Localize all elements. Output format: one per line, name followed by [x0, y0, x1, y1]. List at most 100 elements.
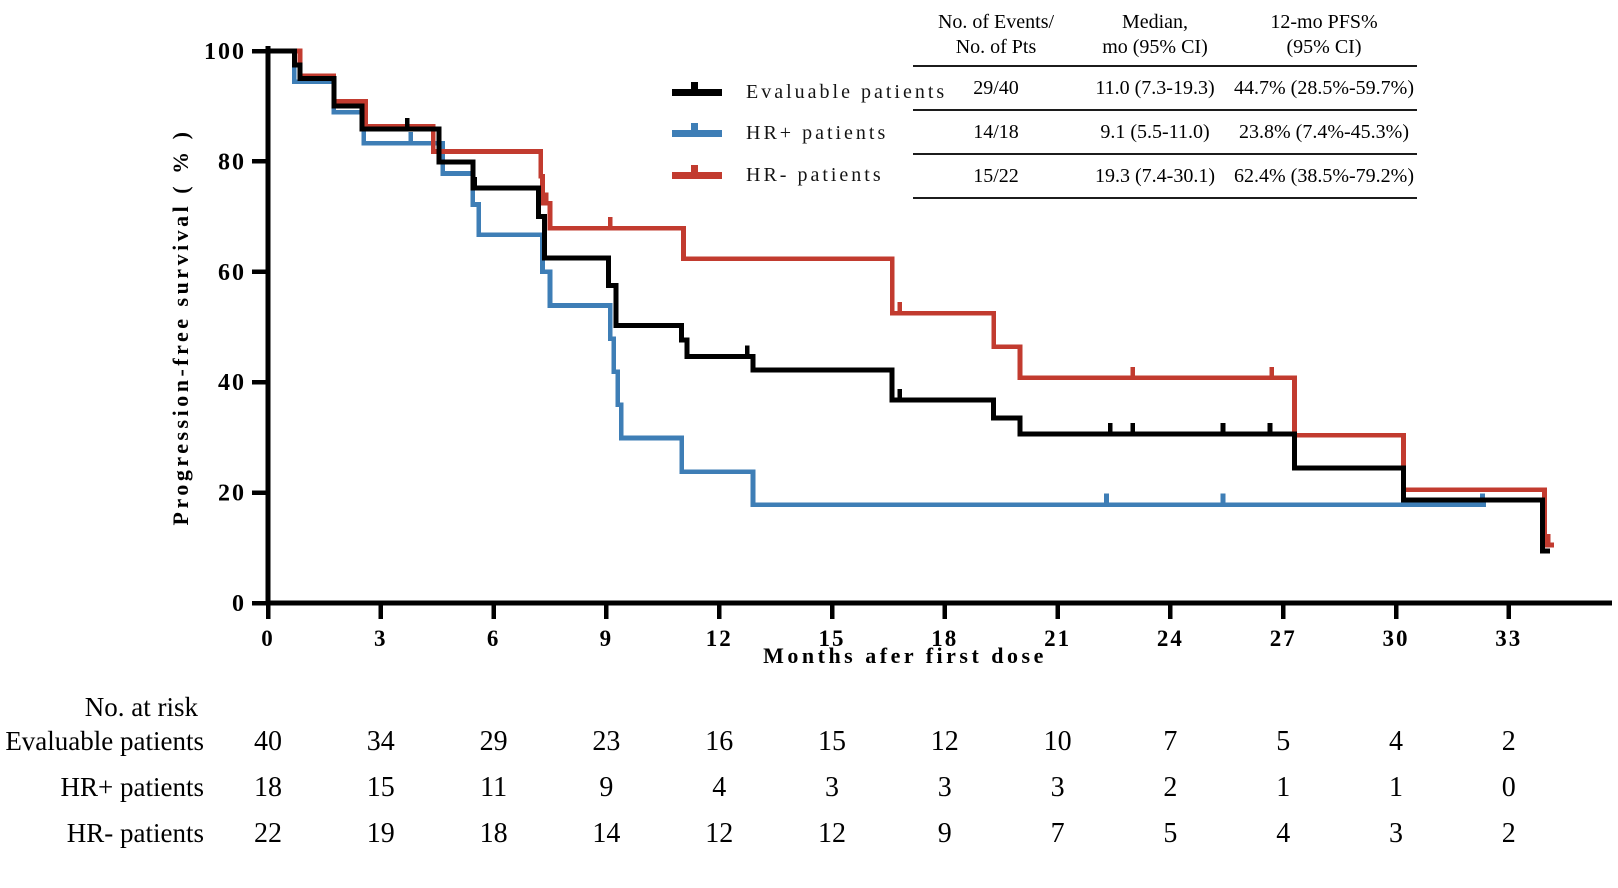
survival-step-line [268, 48, 1551, 554]
cell-events-hr-neg: 15/22 [913, 154, 1079, 199]
header-pfs-line1: 12-mo PFS% [1270, 11, 1378, 33]
at-risk-value: 2 [1501, 726, 1516, 757]
x-tick-label: 6 [487, 626, 501, 651]
summary-row-hr-pos: 14/18 9.1 (5.5-11.0) 23.8% (7.4%-45.3%) [913, 110, 1417, 155]
at-risk-value: 4 [1389, 726, 1403, 757]
x-tick-label: 21 [1044, 626, 1071, 651]
y-tick-label: 20 [218, 481, 246, 507]
at-risk-value: 14 [592, 818, 621, 849]
at-risk-value: 15 [366, 772, 395, 803]
at-risk-value: 3 [825, 772, 839, 803]
at-risk-value: 7 [1050, 818, 1065, 849]
summary-header-pfs: 12-mo PFS% (95% CI) [1231, 10, 1417, 67]
at-risk-value: 3 [937, 772, 952, 803]
legend-line-evaluable [672, 81, 722, 96]
at-risk-value: 3 [1389, 818, 1403, 849]
survival-step-line [268, 48, 1554, 548]
at-risk-value: 0 [1501, 772, 1516, 803]
cell-median-hr-pos: 9.1 (5.5-11.0) [1079, 110, 1231, 155]
header-events-line2: No. of Pts [955, 36, 1037, 58]
at-risk-value: 40 [254, 726, 282, 757]
x-tick-label: 15 [819, 626, 846, 651]
legend-item-evaluable: Evaluable patients [672, 81, 947, 103]
summary-row-hr-neg: 15/22 19.3 (7.4-30.1) 62.4% (38.5%-79.2%… [913, 154, 1417, 199]
header-pfs-line2: (95% CI) [1286, 36, 1362, 58]
at-risk-value: 29 [479, 726, 508, 757]
x-tick-label: 3 [374, 626, 388, 651]
legend-item-hr-neg: HR- patients [672, 164, 884, 186]
at-risk-value: 1 [1276, 772, 1291, 803]
at-risk-value: 4 [1276, 818, 1291, 849]
at-risk-value: 22 [254, 818, 282, 849]
x-tick-label: 0 [261, 626, 275, 651]
km-curve-hr-patients [268, 48, 1554, 548]
at-risk-value: 18 [479, 818, 508, 849]
km-curve-evaluable-patients [268, 48, 1551, 554]
at-risk-value: 3 [1050, 772, 1065, 803]
at-risk-value: 12 [930, 726, 959, 757]
at-risk-value: 9 [937, 818, 952, 849]
at-risk-value: 12 [818, 818, 846, 849]
x-tick-label: 33 [1495, 626, 1522, 651]
x-tick-label: 30 [1383, 626, 1410, 651]
y-tick-label: 0 [232, 591, 246, 617]
x-tick-label: 24 [1157, 626, 1184, 651]
at-risk-value: 34 [366, 726, 395, 757]
y-tick-label: 100 [204, 39, 246, 65]
legend-label-hr-pos: HR+ patients [746, 121, 889, 144]
at-risk-value: 2 [1501, 818, 1516, 849]
cell-pfs-hr-neg: 62.4% (38.5%-79.2%) [1231, 154, 1417, 199]
at-risk-value: 1 [1389, 772, 1403, 803]
y-tick-label: 60 [218, 260, 246, 286]
legend-line-hr-pos [672, 122, 722, 137]
summary-table: No. of Events/ No. of Pts Median, mo (95… [913, 10, 1417, 199]
legend-item-hr-pos: HR+ patients [672, 122, 888, 144]
at-risk-value: 11 [480, 772, 508, 803]
at-risk-value: 4 [712, 772, 727, 803]
at-risk-label-hr-neg: HR- patients [66, 818, 204, 848]
summary-header-row: No. of Events/ No. of Pts Median, mo (95… [913, 10, 1417, 67]
at-risk-value: 2 [1163, 772, 1178, 803]
survival-step-line [268, 48, 1487, 508]
at-risk-value: 9 [599, 772, 614, 803]
summary-row-evaluable: 29/40 11.0 (7.3-19.3) 44.7% (28.5%-59.7%… [913, 66, 1417, 111]
at-risk-value: 5 [1276, 726, 1291, 757]
at-risk-label-hr-pos: HR+ patients [60, 772, 204, 802]
at-risk-value: 10 [1043, 726, 1072, 757]
y-axis-title: Progression-free survival ( % ) [168, 129, 193, 526]
at-risk-title: No. at risk [84, 692, 198, 722]
at-risk-value: 12 [705, 818, 734, 849]
header-median-line2: mo (95% CI) [1102, 36, 1208, 58]
at-risk-value: 5 [1163, 818, 1178, 849]
cell-median-hr-neg: 19.3 (7.4-30.1) [1079, 154, 1231, 199]
x-axis-title: Months afer first dose [763, 643, 1047, 668]
y-tick-label: 40 [218, 370, 246, 396]
x-tick-label: 27 [1270, 626, 1297, 651]
cell-median-evaluable: 11.0 (7.3-19.3) [1079, 66, 1231, 111]
legend-label-evaluable: Evaluable patients [746, 80, 948, 103]
summary-header-median: Median, mo (95% CI) [1079, 10, 1231, 67]
cell-events-evaluable: 29/40 [913, 66, 1079, 111]
censor-tick-icon [691, 81, 698, 91]
censor-tick-icon [691, 164, 698, 174]
at-risk-value: 7 [1163, 726, 1178, 757]
at-risk-value: 23 [592, 726, 621, 757]
legend-label-hr-neg: HR- patients [746, 163, 884, 186]
cell-pfs-hr-pos: 23.8% (7.4%-45.3%) [1231, 110, 1417, 155]
x-tick-label: 18 [931, 626, 958, 651]
at-risk-value: 15 [818, 726, 846, 757]
at-risk-label-evaluable: Evaluable patients [5, 726, 204, 756]
summary-header-events: No. of Events/ No. of Pts [913, 10, 1079, 67]
legend-line-hr-neg [672, 164, 722, 179]
censor-tick-icon [691, 122, 698, 132]
cell-pfs-evaluable: 44.7% (28.5%-59.7%) [1231, 66, 1417, 111]
header-median-line1: Median, [1121, 11, 1189, 33]
cell-events-hr-pos: 14/18 [913, 110, 1079, 155]
axes: 0 3 6 9 12 15 18 21 24 27 30 33 0 20 40 60 80 100 [204, 39, 1612, 651]
x-tick-label: 12 [706, 626, 733, 651]
at-risk-value: 16 [705, 726, 734, 757]
at-risk-value: 19 [366, 818, 395, 849]
at-risk-value: 18 [254, 772, 282, 803]
